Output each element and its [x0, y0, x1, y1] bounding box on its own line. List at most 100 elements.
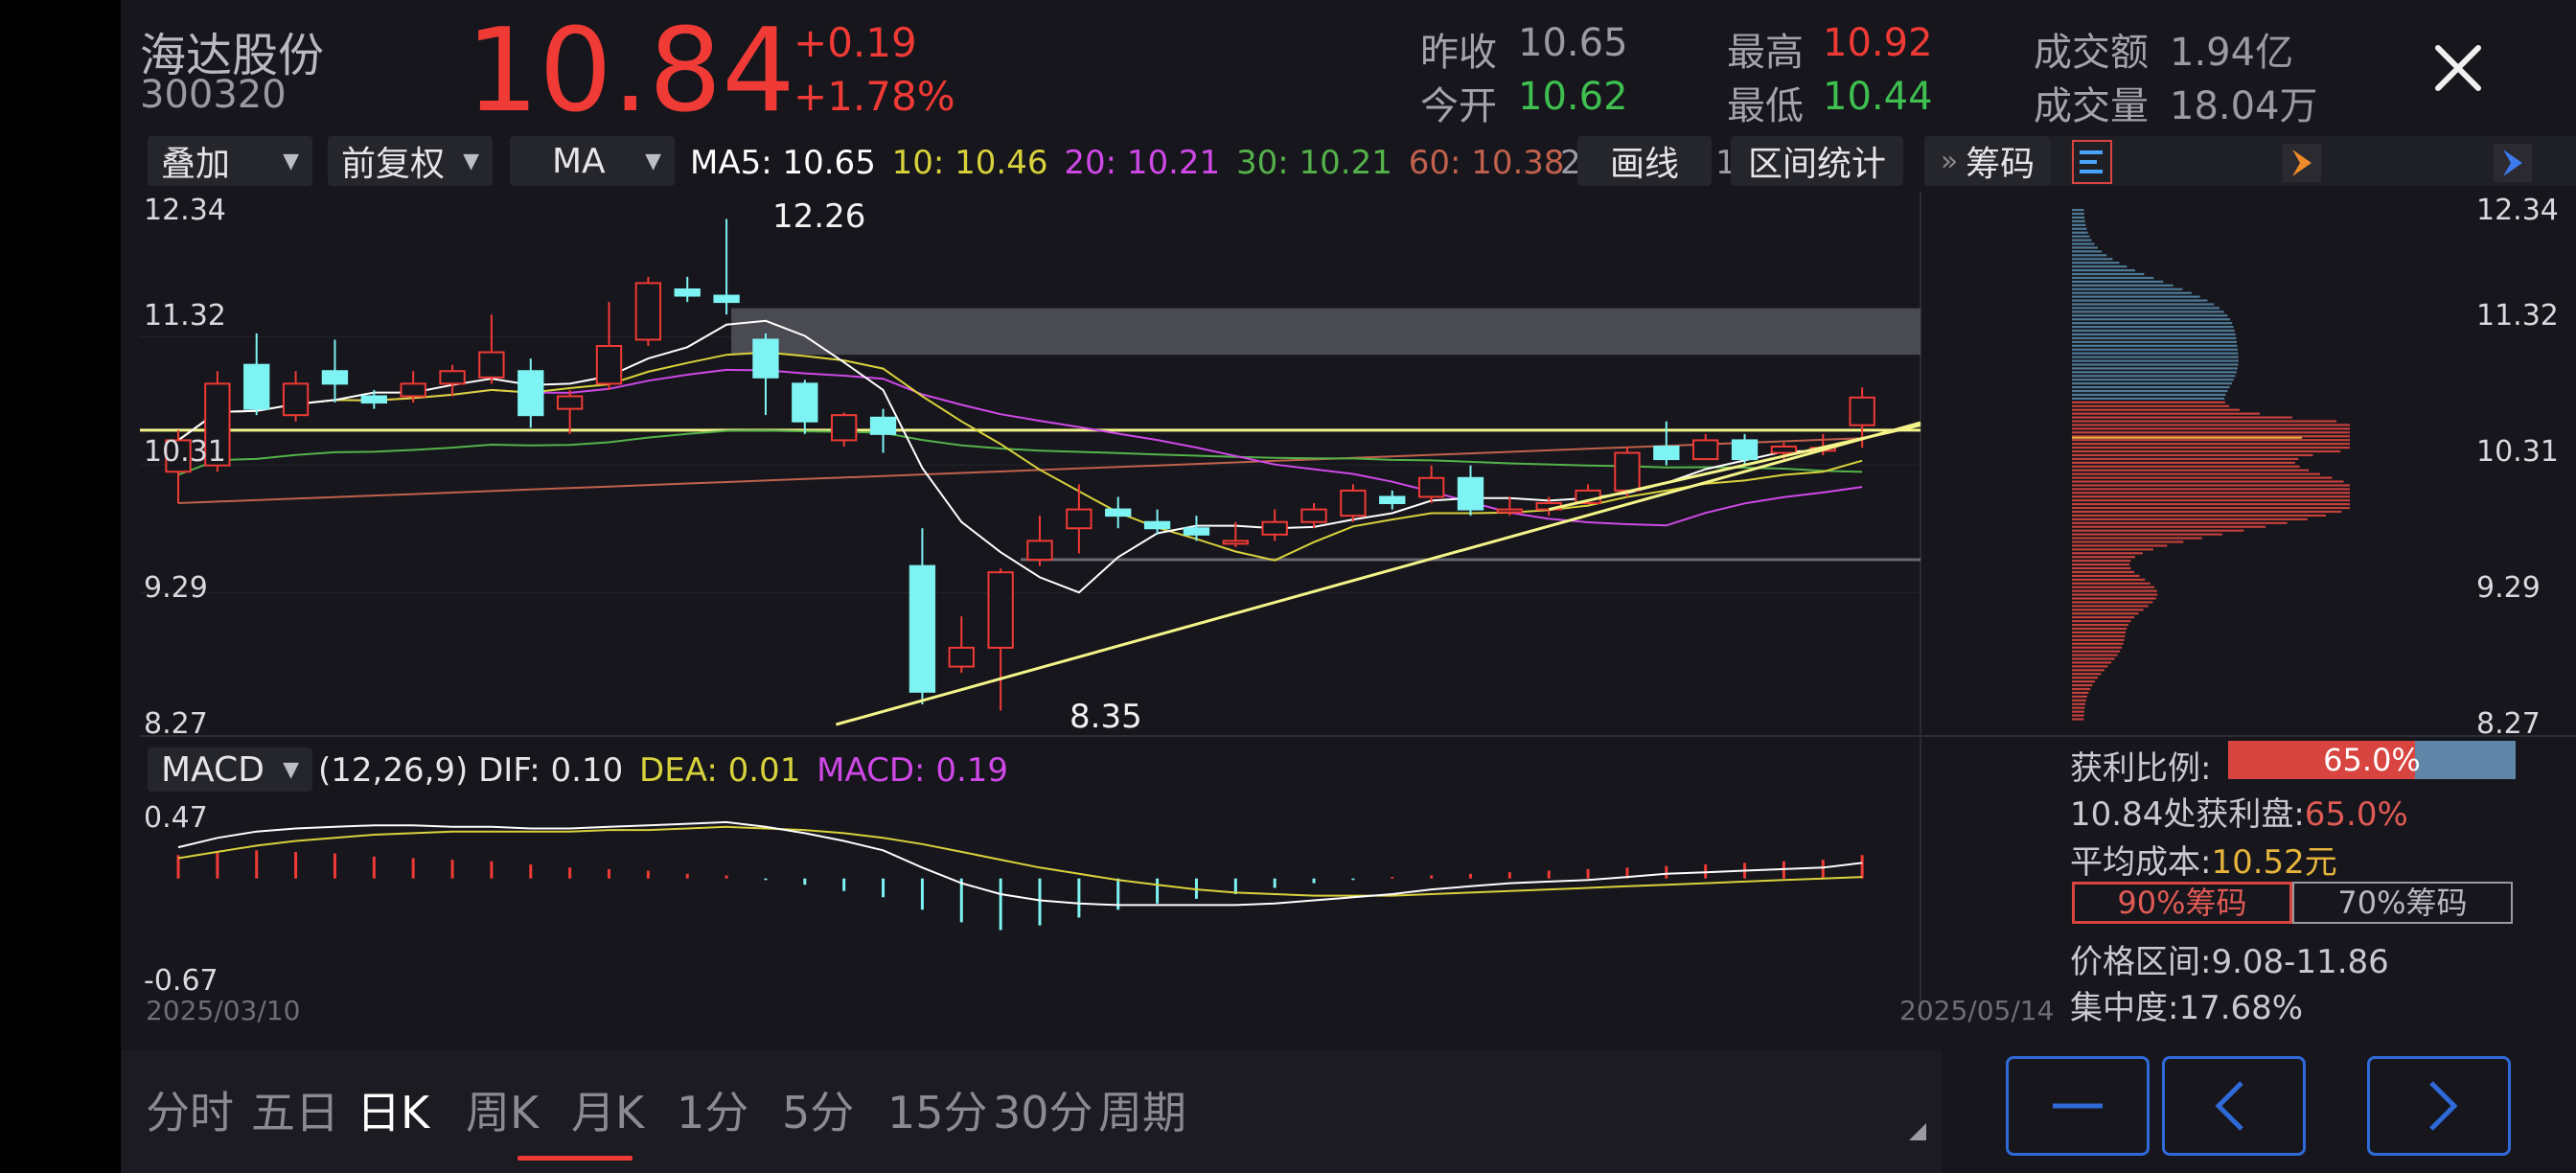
chip-bar	[2072, 439, 2350, 442]
chip-bar	[2072, 348, 2239, 351]
profit-at-price-value: 65.0%	[2304, 795, 2408, 834]
range-stats-button[interactable]: 区间统计	[1731, 136, 1903, 186]
chip-bar	[2072, 695, 2087, 698]
gap-zone	[731, 308, 1921, 356]
candle-body	[439, 370, 466, 385]
concentration-value: 17.68%	[2178, 989, 2304, 1027]
chip-bar	[2072, 303, 2215, 306]
ma30-line	[177, 429, 1863, 476]
candle-body	[1614, 451, 1641, 492]
tab-5[interactable]: 1分	[677, 1087, 749, 1138]
tab-1[interactable]: 五日	[251, 1087, 339, 1138]
date-start: 2025/03/10	[146, 995, 301, 1026]
candle-body	[792, 382, 818, 423]
chip-bar	[2072, 367, 2238, 370]
chip-bar	[2072, 661, 2112, 664]
candle-body	[360, 395, 387, 404]
chip-bar	[2072, 638, 2125, 641]
chip-bar	[2072, 443, 2350, 446]
chip-bar	[2072, 657, 2115, 660]
chip-bar	[2072, 634, 2126, 637]
chip-bar	[2072, 385, 2230, 389]
max-price-annotation: 12.26	[772, 197, 866, 236]
chip-orange-icon[interactable]	[2283, 144, 2321, 182]
concentration-row: 集中度:17.68%	[2070, 981, 2303, 1028]
chip-list-icon[interactable]	[2072, 140, 2112, 184]
chip-bar	[2072, 484, 2350, 487]
chip-bar	[2072, 566, 2131, 570]
tab-expand-icon[interactable]	[1907, 1121, 1928, 1142]
tab-0[interactable]: 分时	[146, 1087, 234, 1138]
tab-2[interactable]: 日K	[356, 1087, 430, 1138]
chip-70-button[interactable]: 70%筹码	[2292, 882, 2513, 924]
chip-bar	[2072, 514, 2326, 518]
chip-bar	[2072, 560, 2131, 563]
chip-bar	[2072, 552, 2143, 555]
price-axis-tick: 9.29	[144, 571, 208, 605]
chip-bar	[2072, 216, 2085, 219]
tab-7[interactable]: 15分	[887, 1087, 988, 1138]
chevron-right-icon	[2429, 1081, 2458, 1131]
chip-bar	[2072, 223, 2086, 226]
price-change: +0.19	[794, 19, 917, 66]
zoom-out-button[interactable]	[2006, 1056, 2150, 1156]
close-icon[interactable]	[2425, 34, 2492, 102]
chip-bar	[2072, 307, 2220, 310]
chip-bar	[2072, 254, 2107, 257]
chip-bar	[2072, 272, 2145, 276]
candle-body	[1261, 520, 1288, 536]
chip-90-label: 90%筹码	[2117, 885, 2247, 921]
tab-9[interactable]: 周期	[1098, 1087, 1186, 1138]
overlay-dropdown[interactable]: 叠加 ▼	[148, 136, 312, 186]
chip-blue-icon[interactable]	[2494, 144, 2532, 182]
chip-bar	[2072, 219, 2085, 223]
trend-line-2	[1548, 424, 1921, 512]
chip-bar	[2072, 340, 2237, 343]
candle-body	[204, 382, 231, 467]
chip-bar	[2072, 424, 2350, 426]
chip-bar	[2072, 492, 2350, 494]
scroll-left-button[interactable]	[2162, 1056, 2306, 1156]
chip-bar	[2072, 488, 2350, 491]
ma-legend: MA5: 10.65 10: 10.46 20: 10.21 30: 10.21…	[690, 144, 1565, 182]
indicator-dropdown[interactable]: MA ▼	[510, 136, 675, 186]
chip-bar	[2072, 510, 2342, 514]
chip-axis-tick: 12.34	[2476, 194, 2559, 227]
chip-bar	[2072, 702, 2085, 705]
draw-line-button[interactable]: 画线	[1577, 136, 1712, 186]
ma60-value: 60: 10.38	[1408, 144, 1565, 182]
tab-6[interactable]: 5分	[782, 1087, 855, 1138]
chip-90-button[interactable]: 90%筹码	[2072, 882, 2292, 924]
tab-8[interactable]: 30分	[993, 1087, 1093, 1138]
candle-body	[1066, 508, 1092, 530]
chip-bar	[2072, 416, 2292, 419]
tab-3[interactable]: 周K	[466, 1087, 540, 1138]
indicator-label: MA	[552, 141, 606, 181]
chip-bar	[2072, 412, 2261, 415]
chip-bar	[2072, 242, 2095, 245]
chip-bar	[2072, 529, 2244, 532]
trend-line	[836, 421, 1921, 726]
caret-down-icon: ▼	[463, 149, 479, 173]
chip-bar	[2072, 393, 2226, 397]
chip-bar	[2072, 453, 2313, 457]
chip-bar	[2072, 609, 2144, 611]
candle-body	[165, 439, 192, 473]
amount-value: 1.94亿	[2170, 31, 2294, 75]
chip-bar	[2072, 623, 2128, 627]
chip-bar	[2072, 480, 2344, 483]
tab-4[interactable]: 月K	[571, 1087, 645, 1138]
chip-bar	[2072, 227, 2087, 230]
chips-button[interactable]: » 筹码	[1924, 136, 2051, 186]
macd-legend: (12,26,9) DIF: 0.10 DEA: 0.01 MACD: 0.19	[318, 751, 1008, 790]
candle-body	[1222, 540, 1249, 545]
kline-chart[interactable]	[121, 0, 2576, 1173]
adjust-dropdown[interactable]: 前复权 ▼	[328, 136, 493, 186]
candle-body	[1143, 520, 1171, 530]
candle-body	[1653, 445, 1680, 461]
chip-bar	[2072, 291, 2192, 294]
chip-bar	[2072, 288, 2183, 290]
scroll-right-button[interactable]	[2367, 1056, 2511, 1156]
macd-dropdown[interactable]: MACD ▼	[148, 748, 312, 792]
chevron-double-right-icon: »	[1940, 144, 1959, 178]
